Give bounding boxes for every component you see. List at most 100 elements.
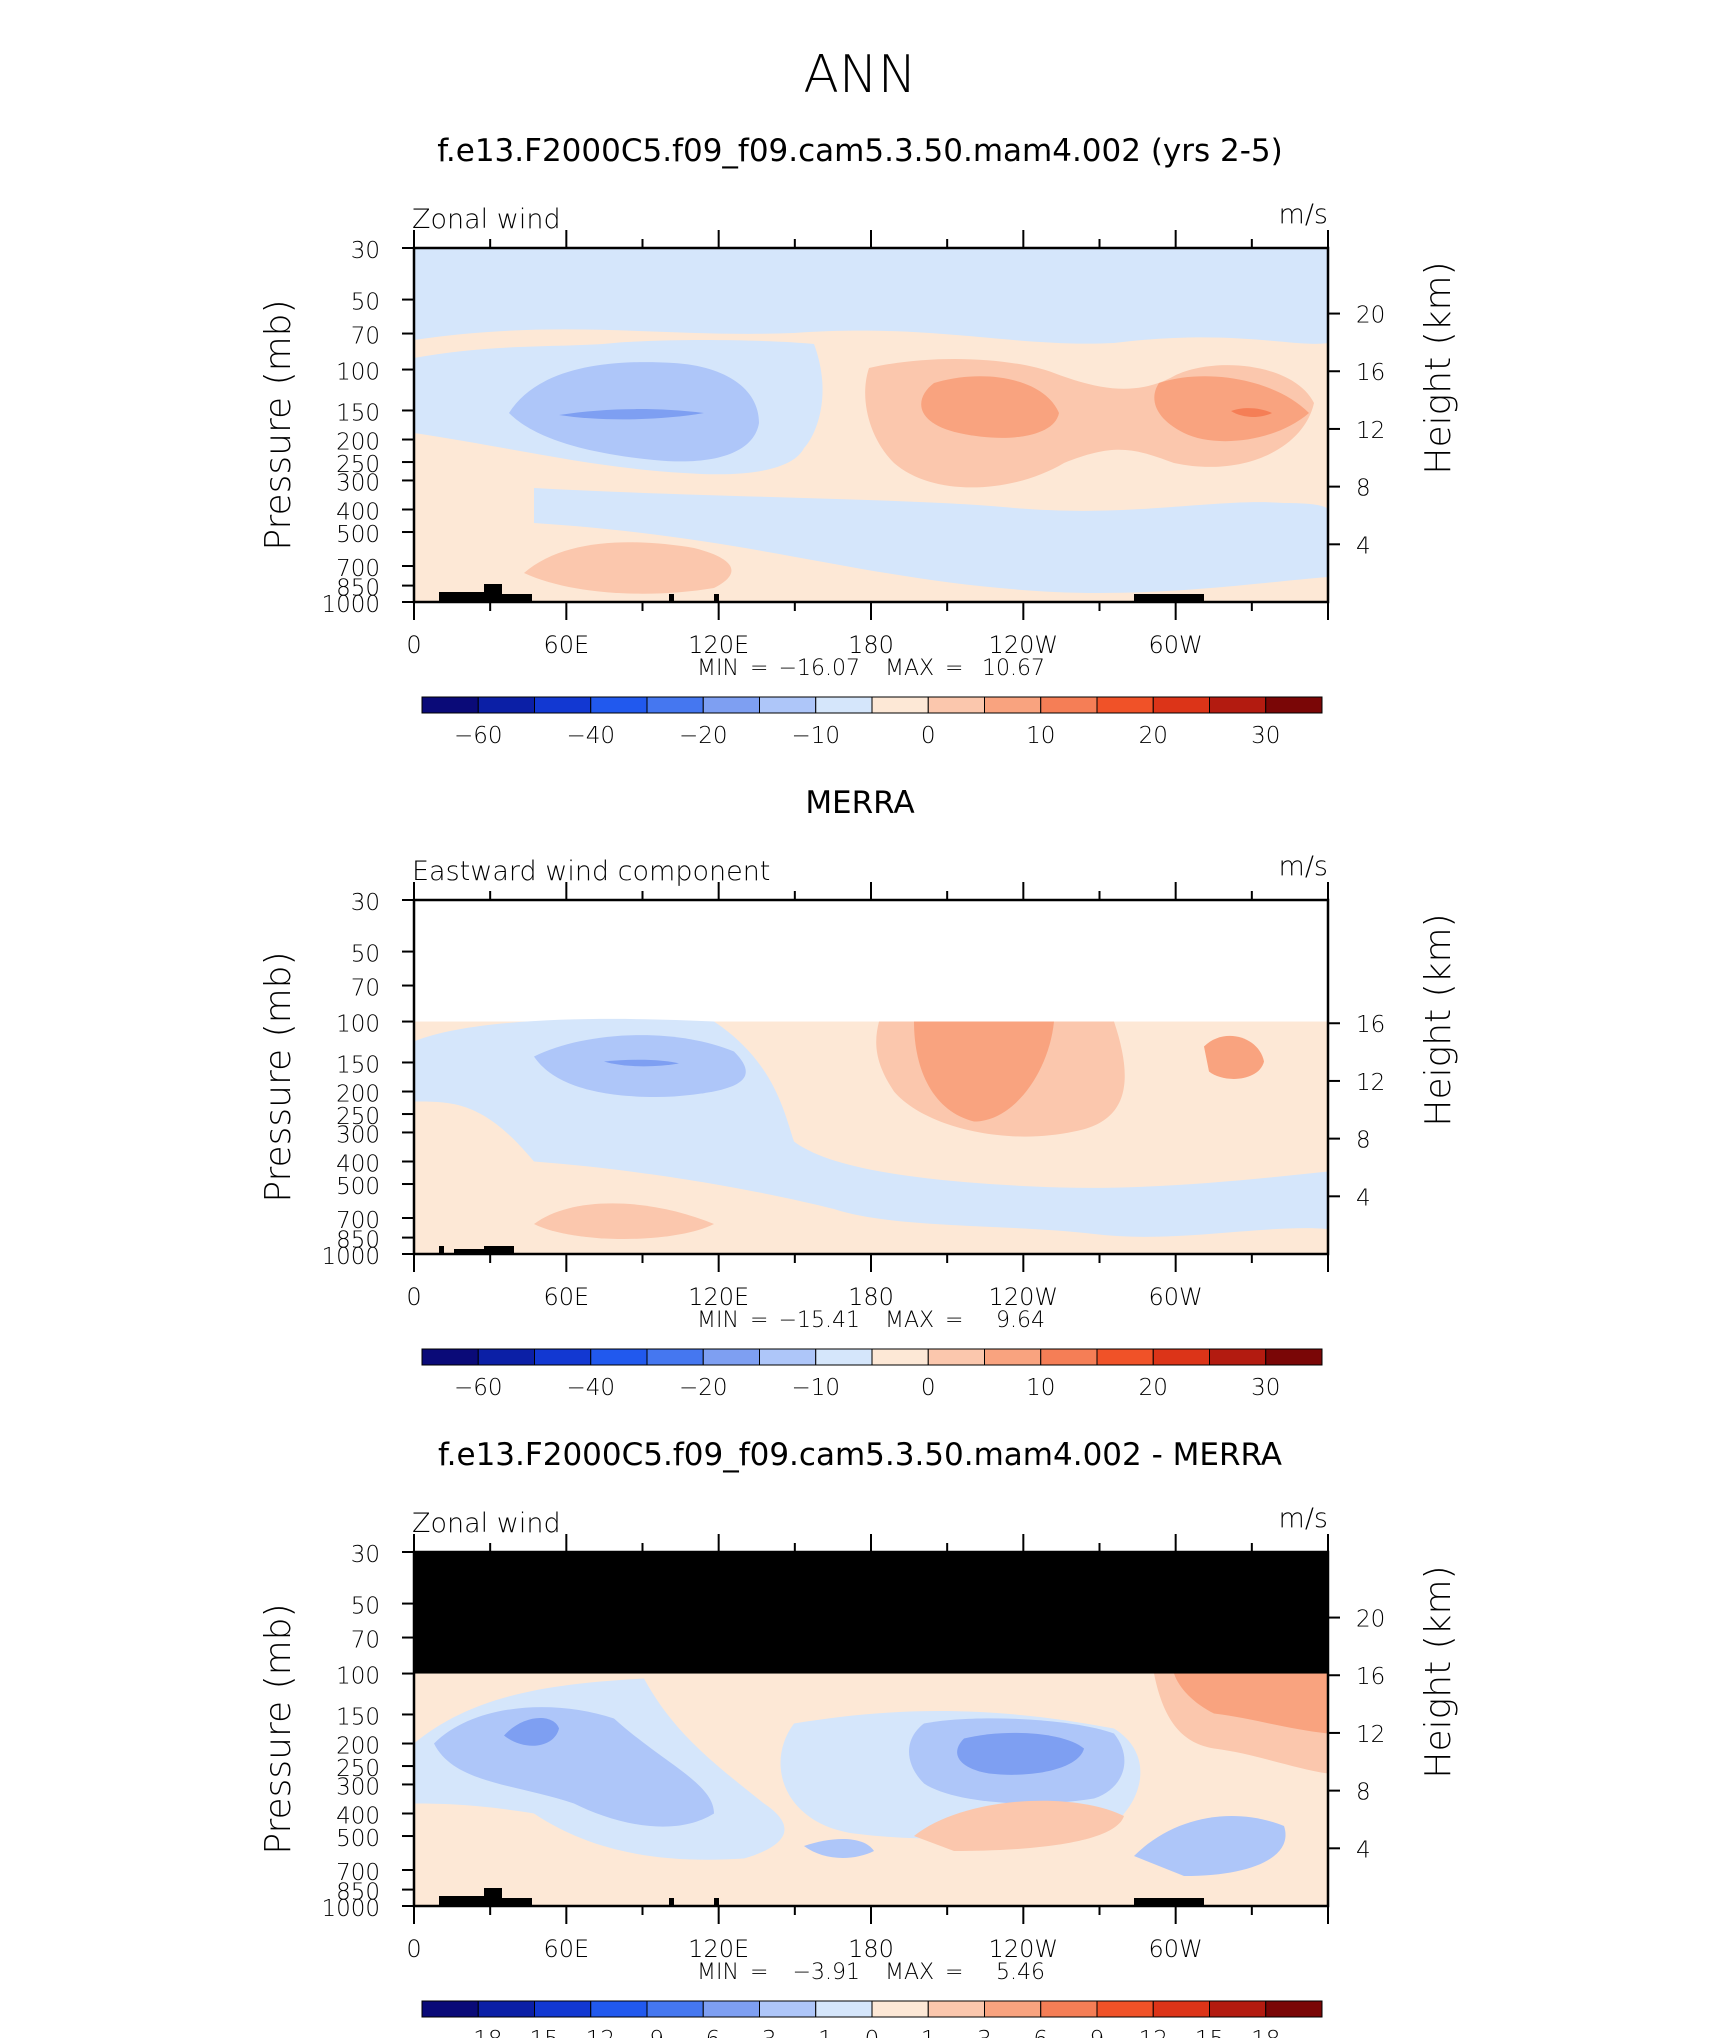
panel-title: f.e13.F2000C5.f09_f09.cam5.3.50.mam4.002…: [438, 1437, 1282, 1473]
missing-data-region: [414, 1552, 1328, 1674]
x-tick-label: 120W: [989, 1283, 1059, 1311]
colorbar-swatch: [871, 1348, 929, 1366]
colorbar-label: −10: [791, 1375, 840, 1401]
colorbar-swatch: [1265, 2000, 1323, 2018]
colorbar-label: −40: [566, 723, 615, 749]
colorbar-swatch: [534, 696, 592, 714]
x-tick-label: 120W: [989, 1935, 1059, 1963]
colorbar-swatch: [1265, 696, 1323, 714]
colorbar-label: 6: [1033, 2027, 1048, 2038]
land-mask: [714, 594, 719, 602]
x-tick-label: 60W: [1149, 1935, 1203, 1963]
colorbar-swatch: [927, 1348, 985, 1366]
min-eq: =: [750, 656, 768, 681]
colorbar-swatch: [1209, 2000, 1267, 2018]
pressure-tick-label: 50: [351, 942, 380, 968]
pressure-tick-label: 150: [336, 1052, 380, 1078]
colorbar-label: −20: [679, 1375, 728, 1401]
x-tick-label: 120E: [688, 1935, 749, 1963]
colorbar-label: −3: [743, 2027, 777, 2038]
pressure-tick-label: 300: [336, 470, 380, 496]
colorbar-label: 0: [921, 1375, 936, 1401]
colorbar-swatch: [759, 696, 817, 714]
land-mask: [1134, 594, 1204, 602]
min-label: MIN: [697, 656, 739, 681]
land-mask: [502, 1898, 532, 1906]
colorbar-label: 15: [1195, 2027, 1224, 2038]
colorbar-swatch: [1040, 2000, 1098, 2018]
contour-region-pos-core: [1231, 408, 1272, 417]
x-tick-label: 60W: [1149, 1283, 1203, 1311]
y2-axis-label: Height (km): [1418, 1565, 1459, 1778]
colorbar-swatch: [646, 696, 704, 714]
pressure-tick-label: 250: [336, 452, 380, 478]
colorbar-swatch: [1040, 696, 1098, 714]
colorbar-swatch: [534, 2000, 592, 2018]
height-tick-label: 12: [1356, 1722, 1385, 1748]
contour-region-neg-small: [414, 248, 1328, 344]
x-tick-label: 60W: [1149, 631, 1203, 659]
y2-axis-label: Height (km): [1418, 913, 1459, 1126]
colorbar-swatch: [1152, 696, 1210, 714]
season-title: ANN: [803, 45, 916, 105]
pressure-tick-label: 500: [336, 522, 380, 548]
colorbar-swatch: [702, 1348, 760, 1366]
colorbar-label: 30: [1251, 723, 1280, 749]
pressure-tick-label: 30: [351, 890, 380, 916]
x-tick-label: 0: [406, 1283, 421, 1311]
x-tick-label: 60E: [543, 631, 589, 659]
max-eq: =: [945, 656, 963, 681]
min-value: −16.07: [779, 656, 860, 681]
colorbar-label: 0: [865, 2027, 880, 2038]
pressure-tick-label: 30: [351, 1542, 380, 1568]
pressure-tick-label: 100: [336, 1664, 380, 1690]
panel-units: m/s: [1279, 199, 1328, 230]
pressure-tick-label: 30: [351, 238, 380, 264]
contour-region-jet-core: [604, 1059, 679, 1067]
colorbar-label: 0: [921, 723, 936, 749]
colorbar-swatch: [871, 2000, 929, 2018]
pressure-tick-label: 150: [336, 400, 380, 426]
colorbar-label: −20: [679, 723, 728, 749]
colorbar-label: −10: [791, 723, 840, 749]
colorbar-swatch: [421, 1348, 479, 1366]
land-mask: [669, 1898, 674, 1906]
contour-region-lower: [534, 488, 1328, 594]
x-tick-label: 0: [406, 1935, 421, 1963]
colorbar-swatch: [421, 2000, 479, 2018]
colorbar-swatch: [421, 696, 479, 714]
x-tick-label: 120W: [989, 631, 1059, 659]
colorbar-swatch: [984, 1348, 1042, 1366]
pressure-tick-label: 200: [336, 1734, 380, 1760]
max-value: 10.67: [982, 656, 1045, 681]
max-label: MAX: [885, 1960, 934, 1985]
colorbar-label: −6: [686, 2027, 720, 2038]
contour-fill: [414, 1552, 1328, 1906]
contour-fill: [414, 1018, 1328, 1254]
land-mask: [484, 584, 502, 602]
height-tick-label: 8: [1356, 1780, 1371, 1806]
colorbar-label: −40: [566, 1375, 615, 1401]
pressure-tick-label: 400: [336, 1151, 380, 1177]
pressure-tick-label: 250: [336, 1756, 380, 1782]
max-eq: =: [945, 1960, 963, 1985]
max-eq: =: [945, 1308, 963, 1333]
colorbar-swatch: [815, 2000, 873, 2018]
colorbar-swatch: [702, 696, 760, 714]
colorbar-swatch: [984, 2000, 1042, 2018]
colorbar-swatch: [927, 2000, 985, 2018]
land-mask: [439, 1896, 489, 1906]
height-tick-label: 4: [1356, 533, 1371, 559]
colorbar-swatch: [815, 696, 873, 714]
min-value: −15.41: [779, 1308, 860, 1333]
min-label: MIN: [697, 1308, 739, 1333]
colorbar-swatch: [1265, 1348, 1323, 1366]
colorbar-swatch: [590, 2000, 648, 2018]
panel-left-string: Zonal wind: [412, 1508, 561, 1539]
x-tick-label: 180: [848, 631, 894, 659]
panel-left-string: Eastward wind component: [412, 856, 770, 887]
pressure-tick-label: 700: [336, 1860, 380, 1886]
colorbar-swatch: [477, 2000, 535, 2018]
contour-region-pos-30w: [1204, 1035, 1264, 1079]
pressure-tick-label: 500: [336, 1826, 380, 1852]
